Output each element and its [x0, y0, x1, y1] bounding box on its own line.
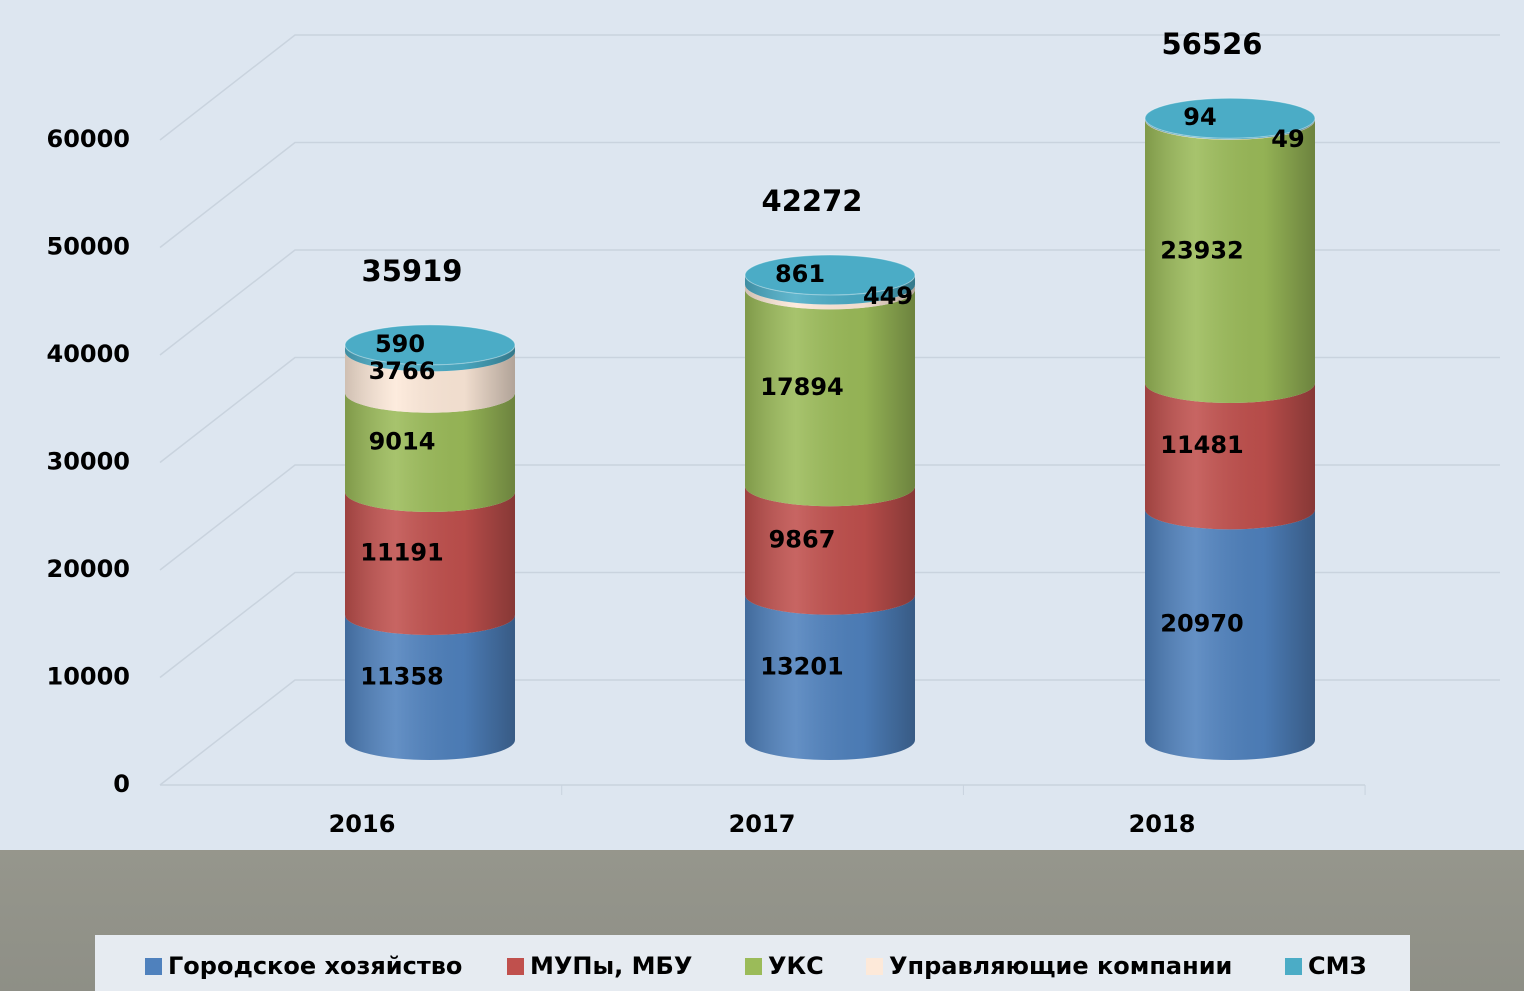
- value-label: 20970: [1160, 610, 1244, 638]
- legend-swatch: [145, 958, 162, 975]
- legend-label: Управляющие компании: [889, 952, 1232, 980]
- value-label: 13201: [760, 652, 844, 680]
- value-label: 94: [1183, 103, 1216, 131]
- value-label: 11191: [360, 539, 444, 567]
- shading: [345, 615, 515, 760]
- shading: [345, 351, 515, 413]
- shading: [745, 275, 915, 305]
- cylinder-top: [344, 324, 516, 366]
- total-label: 56526: [1162, 27, 1263, 61]
- legend-swatch: [1285, 958, 1302, 975]
- legend-swatch: [507, 958, 524, 975]
- shading: [345, 392, 515, 512]
- value-label: 49: [1271, 125, 1304, 153]
- grid-line: [159, 249, 1500, 356]
- shading: [745, 284, 915, 310]
- x-tick-label: 2016: [329, 810, 396, 838]
- grid-line: [159, 356, 1500, 464]
- x-tick-label: 2017: [729, 810, 796, 838]
- shading: [1145, 509, 1315, 760]
- shading: [345, 344, 515, 372]
- grid-line: [159, 571, 1500, 679]
- cylinder-top: [744, 254, 916, 296]
- legend-label: УКС: [768, 952, 824, 980]
- shading: [745, 289, 915, 507]
- x-tick-label: 2018: [1129, 810, 1196, 838]
- legend-label: Городское хозяйство: [168, 952, 462, 980]
- value-label: 11481: [1160, 431, 1244, 459]
- grid-line: [159, 464, 1500, 571]
- shading: [745, 486, 915, 615]
- value-label: 9014: [369, 427, 436, 455]
- shading: [1145, 383, 1315, 530]
- shading: [745, 594, 915, 760]
- shading: [345, 491, 515, 636]
- shading: [1145, 119, 1315, 404]
- legend-label: СМЗ: [1308, 952, 1367, 980]
- grid-line: [159, 141, 1500, 249]
- plot: 0 10000 20000 30000 40000 50000 60000 2016 11358…: [47, 27, 1500, 838]
- y-tick-label: 60000: [47, 125, 131, 153]
- legend-label: МУПы, МБУ: [530, 952, 692, 980]
- value-label: 590: [375, 330, 425, 358]
- y-tick-label: 30000: [47, 448, 131, 476]
- value-label: 449: [863, 282, 913, 310]
- legend-swatch: [745, 958, 762, 975]
- y-tick-label: 20000: [47, 555, 131, 583]
- y-tick-label: 0: [113, 770, 130, 798]
- value-label: 23932: [1160, 236, 1244, 264]
- total-label: 42272: [762, 184, 863, 218]
- value-label: 17894: [760, 373, 844, 401]
- legend-swatch: [866, 958, 883, 975]
- y-tick-label: 40000: [47, 340, 131, 368]
- cylinder-top: [1144, 97, 1316, 139]
- y-tick-label: 50000: [47, 233, 131, 261]
- value-label: 9867: [769, 526, 836, 554]
- value-label: 861: [775, 260, 825, 288]
- grid-line: [159, 679, 1500, 786]
- value-label: 11358: [360, 663, 444, 691]
- grid-line: [159, 34, 1500, 141]
- total-label: 35919: [362, 254, 463, 288]
- value-label: 3766: [369, 357, 436, 385]
- y-tick-label: 10000: [47, 663, 131, 691]
